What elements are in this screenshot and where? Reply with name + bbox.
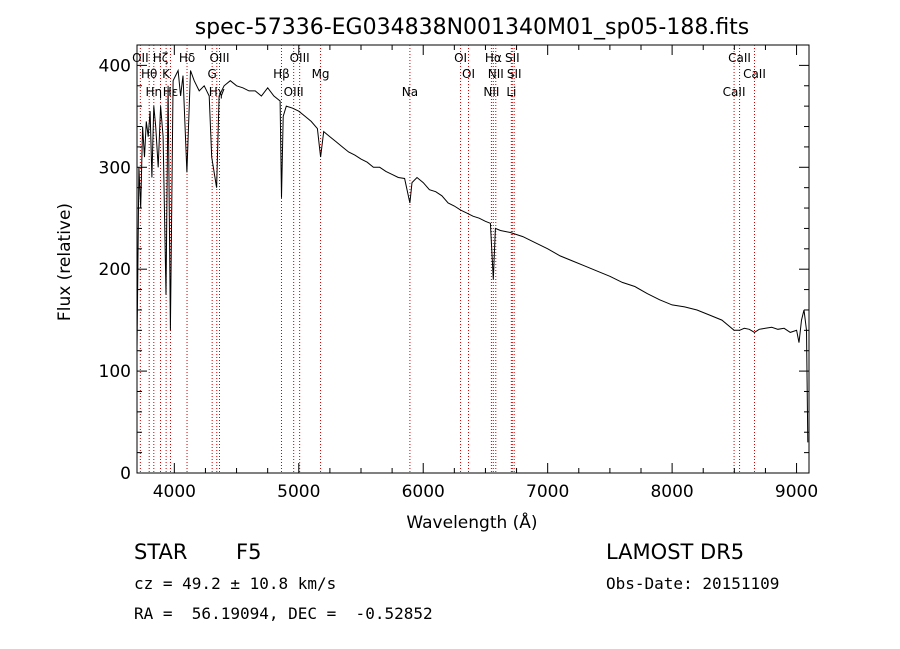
line-marker-label: K <box>162 67 171 81</box>
x-tick-label: 7000 <box>526 482 569 502</box>
y-tick-label: 100 <box>99 362 131 382</box>
line-marker-label: OIII <box>209 51 229 65</box>
line-marker-label: NII <box>483 85 499 99</box>
x-tick-label: 4000 <box>153 482 196 502</box>
line-marker-label: OI <box>454 51 467 65</box>
x-axis: 4000 5000 6000 7000 8000 9000 <box>153 45 818 502</box>
chart-title: spec-57336-EG034838N001340M01_sp05-188.f… <box>195 15 750 40</box>
coordinates: RA = 56.19094, DEC = -0.52852 <box>134 604 433 623</box>
y-tick-label: 0 <box>120 464 131 484</box>
line-marker-label: Hβ <box>273 67 290 81</box>
line-marker-label: Mg <box>312 67 330 81</box>
x-tick-label: 6000 <box>402 482 445 502</box>
line-marker-label: SII <box>507 67 522 81</box>
y-axis: 0 100 200 300 400 <box>99 56 809 484</box>
line-marker-label: Li <box>506 85 516 99</box>
redshift-value: cz = 49.2 ± 10.8 km/s <box>134 574 337 593</box>
x-tick-label: 5000 <box>277 482 320 502</box>
y-axis-label: Flux (relative) <box>55 203 75 321</box>
object-class: STAR <box>134 540 188 564</box>
line-marker-label: CaII <box>743 67 766 81</box>
y-tick-label: 300 <box>99 158 131 178</box>
survey-name: LAMOST DR5 <box>606 540 745 564</box>
line-markers <box>139 45 755 473</box>
line-marker-label: SII <box>505 51 520 65</box>
line-marker-label: CaII <box>728 51 751 65</box>
plot-frame <box>136 44 810 474</box>
line-marker-label: Hζ <box>153 51 169 65</box>
spectrum-line <box>136 68 809 443</box>
line-marker-label: Hδ <box>179 51 195 65</box>
line-marker-label: CaII <box>723 85 746 99</box>
line-marker-label: OIII <box>284 85 304 99</box>
line-marker-label: Hα <box>485 51 502 65</box>
line-marker-label: Hθ <box>141 67 157 81</box>
line-marker-label: OI <box>462 67 475 81</box>
y-tick-label: 200 <box>99 260 131 280</box>
line-marker-label: OIII <box>290 51 310 65</box>
y-tick-label: 400 <box>99 56 131 76</box>
line-marker-label: Hγ <box>209 85 225 99</box>
line-marker-labels: OIIHθHηHζKHεHδGHγOIIIHβOIIIOIIIMgNaOIOIN… <box>132 51 766 99</box>
object-subclass: F5 <box>236 540 262 564</box>
line-marker-label: G <box>208 67 217 81</box>
line-marker-label: Hη <box>145 85 162 99</box>
x-axis-label: Wavelength (Å) <box>406 511 537 533</box>
line-marker-label: NII <box>488 67 504 81</box>
line-marker-label: Na <box>402 85 418 99</box>
line-marker-label: OII <box>132 51 149 65</box>
x-tick-label: 8000 <box>650 482 693 502</box>
obs-date: Obs-Date: 20151109 <box>606 574 780 593</box>
x-tick-label: 9000 <box>775 482 818 502</box>
line-marker-label: Hε <box>163 85 179 99</box>
